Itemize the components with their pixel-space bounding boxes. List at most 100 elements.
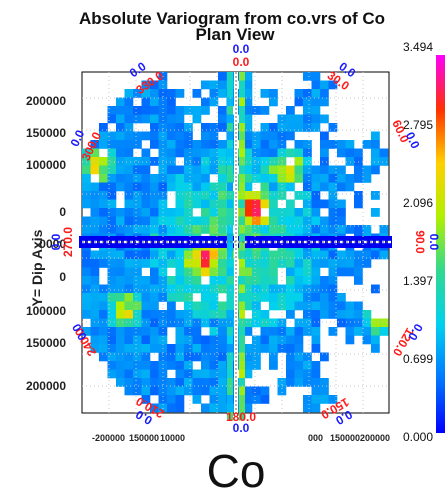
heatmap-cell — [175, 259, 185, 268]
heatmap-cell — [303, 378, 312, 387]
heatmap-cell — [260, 327, 270, 336]
heatmap-cell — [192, 267, 202, 277]
heatmap-cell — [328, 165, 338, 175]
heatmap-band-gap — [376, 240, 379, 244]
heatmap-cell — [167, 140, 176, 149]
heatmap-cell — [243, 318, 253, 328]
heatmap-cell — [303, 174, 312, 183]
heatmap-cell — [201, 267, 210, 277]
heatmap-cell — [328, 284, 338, 294]
heatmap-cell — [328, 199, 338, 209]
heatmap-cell — [218, 72, 227, 81]
heatmap-cell — [243, 216, 253, 226]
heatmap-cell — [252, 157, 261, 166]
heatmap-cell — [141, 318, 151, 328]
heatmap-cell — [252, 352, 261, 362]
heatmap-cell — [311, 335, 321, 345]
heatmap-cell — [239, 114, 245, 123]
heatmap-cell — [286, 216, 295, 226]
heatmap-cell — [286, 310, 295, 319]
heatmap-cell — [362, 225, 372, 234]
heatmap-cell — [243, 140, 253, 149]
heatmap-cell — [107, 106, 117, 115]
heatmap-cell — [90, 191, 100, 200]
heatmap-cell — [107, 301, 117, 311]
heatmap-cell — [311, 293, 321, 302]
heatmap-cell — [175, 276, 185, 285]
heatmap-cell — [201, 310, 210, 319]
angle-label-blue: 0.0 — [49, 233, 63, 250]
heatmap-cell — [260, 199, 270, 209]
heatmap-cell — [167, 131, 176, 141]
heatmap-cell — [243, 369, 253, 379]
heatmap-cell — [269, 276, 278, 285]
heatmap-cell — [243, 191, 253, 200]
heatmap-cell — [141, 310, 151, 319]
heatmap-cell — [303, 276, 312, 285]
heatmap-cell — [294, 148, 304, 158]
heatmap-cell — [209, 344, 219, 353]
heatmap-cell — [167, 216, 176, 226]
heatmap-cell — [90, 250, 100, 260]
heatmap-cell — [239, 395, 245, 404]
heatmap-cell — [150, 114, 159, 124]
heatmap-cell — [303, 140, 312, 149]
heatmap-cell — [303, 97, 312, 107]
heatmap-cell — [158, 267, 168, 277]
heatmap-cell — [277, 386, 287, 396]
heatmap-cell — [277, 174, 287, 183]
heatmap-cell — [192, 174, 202, 183]
heatmap-cell — [158, 369, 168, 379]
heatmap-cell — [184, 318, 193, 328]
heatmap-cell — [141, 225, 151, 234]
heatmap-cell — [116, 327, 125, 336]
heatmap-cell — [277, 165, 287, 175]
heatmap-cell — [150, 131, 159, 141]
heatmap-cell — [167, 395, 176, 404]
heatmap-cell — [227, 216, 233, 225]
heatmap-cell — [133, 191, 142, 200]
heatmap-cell — [99, 174, 108, 183]
heatmap-cell — [320, 216, 329, 226]
heatmap-cell — [320, 301, 329, 311]
heatmap-cell — [294, 344, 304, 353]
heatmap-cell — [218, 378, 227, 387]
heatmap-cell — [133, 140, 142, 149]
heatmap-cell — [201, 208, 210, 217]
heatmap-cell — [175, 327, 185, 336]
heatmap-cell — [133, 378, 142, 387]
heatmap-cell — [175, 293, 185, 302]
heatmap-cell — [239, 80, 245, 89]
heatmap-cell — [286, 259, 295, 268]
heatmap-cell — [192, 369, 202, 379]
heatmap-cell — [150, 267, 159, 277]
heatmap-cell — [286, 250, 295, 260]
heatmap-cell — [141, 191, 151, 200]
heatmap-cell — [107, 293, 117, 302]
heatmap-cell — [175, 165, 185, 175]
heatmap-cell — [303, 114, 312, 124]
heatmap-cell — [354, 148, 363, 158]
heatmap-cell — [175, 284, 185, 294]
heatmap-cell — [124, 259, 134, 268]
heatmap-cell — [116, 318, 125, 328]
heatmap-cell — [371, 148, 380, 158]
heatmap-cell — [303, 267, 312, 277]
heatmap-cell — [124, 165, 134, 175]
heatmap-cell — [184, 182, 193, 192]
heatmap-cell — [239, 361, 245, 370]
heatmap-cell — [303, 301, 312, 311]
heatmap-cell — [227, 165, 233, 174]
heatmap-cell — [269, 148, 278, 158]
heatmap-cell — [328, 301, 338, 311]
heatmap-band-gap — [220, 240, 223, 244]
heatmap-cell — [82, 310, 91, 319]
heatmap-cell — [218, 276, 227, 285]
heatmap-cell — [294, 361, 304, 370]
heatmap-cell — [90, 318, 100, 328]
heatmap-cell — [124, 225, 134, 234]
heatmap-cell — [311, 344, 321, 353]
heatmap-cell — [243, 123, 253, 132]
heatmap-cell — [345, 335, 355, 345]
heatmap-cell — [150, 199, 159, 209]
